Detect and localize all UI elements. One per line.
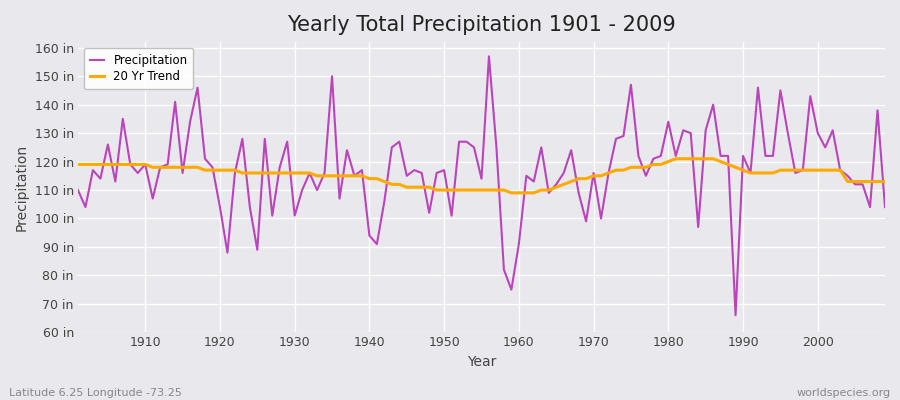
20 Yr Trend — [342, 174, 353, 178]
Text: Latitude 6.25 Longitude -73.25: Latitude 6.25 Longitude -73.25 — [9, 388, 182, 398]
Y-axis label: Precipitation: Precipitation — [15, 144, 29, 231]
Precipitation — [521, 174, 532, 178]
Legend: Precipitation, 20 Yr Trend: Precipitation, 20 Yr Trend — [84, 48, 194, 89]
X-axis label: Year: Year — [467, 355, 496, 369]
Line: Precipitation: Precipitation — [78, 56, 885, 315]
20 Yr Trend — [513, 190, 524, 195]
Precipitation — [730, 313, 741, 318]
Precipitation — [73, 188, 84, 192]
20 Yr Trend — [297, 170, 308, 175]
20 Yr Trend — [506, 190, 517, 195]
Precipitation — [513, 242, 524, 246]
20 Yr Trend — [879, 179, 890, 184]
Precipitation — [297, 188, 308, 192]
Title: Yearly Total Precipitation 1901 - 2009: Yearly Total Precipitation 1901 - 2009 — [287, 15, 676, 35]
20 Yr Trend — [73, 162, 84, 167]
Text: worldspecies.org: worldspecies.org — [796, 388, 891, 398]
20 Yr Trend — [521, 190, 532, 195]
Line: 20 Yr Trend: 20 Yr Trend — [78, 159, 885, 193]
20 Yr Trend — [610, 168, 621, 172]
Precipitation — [879, 205, 890, 210]
20 Yr Trend — [132, 162, 143, 167]
Precipitation — [610, 136, 621, 141]
Precipitation — [342, 148, 353, 153]
20 Yr Trend — [670, 156, 681, 161]
Precipitation — [483, 54, 494, 59]
Precipitation — [132, 170, 143, 175]
